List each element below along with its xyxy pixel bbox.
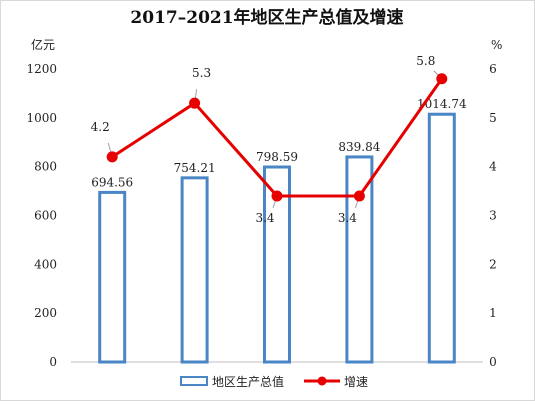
right-axis-tick-label: 2 [489, 257, 497, 271]
line-data-label: 5.8 [416, 54, 435, 68]
left-axis-tick-label: 200 [34, 306, 57, 320]
right-axis-tick-label: 1 [489, 306, 497, 320]
line-point [436, 73, 448, 85]
right-axis-tick-label: 3 [489, 209, 497, 223]
bar [180, 176, 209, 364]
bar [98, 190, 127, 364]
left-axis-tick-label: 1000 [26, 111, 57, 125]
bar-data-label: 1014.74 [417, 97, 467, 111]
right-axis-unit: % [491, 38, 502, 52]
line-data-label: 3.4 [338, 211, 357, 225]
legend-line-label: 增速 [344, 375, 368, 389]
legend: 地区生产总值 增速 [180, 374, 368, 389]
bar [427, 112, 456, 364]
left-axis-unit: 亿元 [31, 37, 55, 52]
line-point [106, 151, 118, 163]
right-axis-tick-label: 5 [489, 111, 497, 125]
right-axis-tick-label: 0 [489, 355, 497, 369]
left-axis-tick-label: 0 [49, 355, 57, 369]
right-axis-tick-label: 4 [489, 160, 497, 174]
left-axis-tick-label: 400 [34, 257, 57, 271]
line-data-label: 3.4 [255, 211, 274, 225]
bar-data-label: 754.21 [174, 161, 216, 175]
line-point [353, 190, 365, 202]
right-axis-ticks: 0 1 2 3 4 5 6 [489, 62, 497, 369]
chart-title: 2017–2021年地区生产总值及增速 [130, 7, 403, 28]
left-axis-tick-label: 600 [34, 209, 57, 223]
line-data-label: 5.3 [192, 66, 211, 80]
left-axis-ticks: 0 200 400 600 800 1000 1200 [26, 62, 57, 369]
bar [345, 155, 374, 364]
left-axis-tick-label: 800 [34, 160, 57, 174]
line-point [271, 190, 283, 202]
bar [263, 165, 291, 364]
legend-bar-swatch [180, 376, 208, 386]
line-data-label: 4.2 [91, 120, 110, 134]
legend-bar-label: 地区生产总值 [212, 374, 284, 389]
right-axis-tick-label: 6 [489, 62, 497, 76]
bar-series [98, 112, 456, 364]
bar-data-label: 694.56 [91, 175, 133, 189]
bar-data-label: 798.59 [256, 150, 298, 164]
bar-data-labels: 694.56 754.21 798.59 839.84 1014.74 [91, 97, 467, 189]
legend-line-marker [317, 376, 327, 386]
bar-data-label: 839.84 [338, 140, 380, 154]
left-axis-tick-label: 1200 [26, 62, 57, 76]
line-series: 4.2 5.3 3.4 3.4 5.8 [91, 54, 448, 225]
line-point [189, 97, 201, 109]
